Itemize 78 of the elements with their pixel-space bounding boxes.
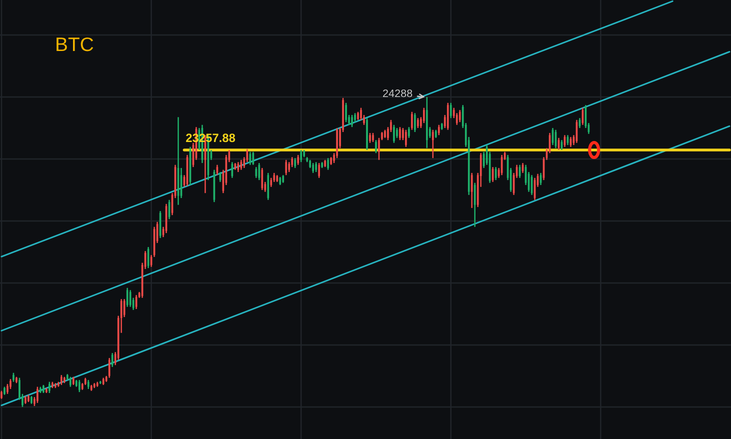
- candlestick: [494, 166, 497, 181]
- candlestick: [315, 161, 317, 173]
- annotation: 24288: [383, 89, 412, 98]
- candlestick: [474, 182, 476, 228]
- candlestick: [470, 172, 473, 209]
- candlestick: [438, 124, 440, 136]
- candlestick: [60, 374, 62, 386]
- candlestick: [345, 102, 347, 123]
- candlestick: [321, 161, 323, 169]
- candlestick: [52, 381, 54, 389]
- candlestick: [405, 129, 407, 148]
- candlestick: [297, 154, 300, 166]
- candlestick: [372, 132, 374, 143]
- candlestick: [42, 384, 44, 394]
- candlestick: [237, 161, 240, 173]
- candlestick: [48, 381, 50, 394]
- candlestick: [129, 289, 132, 308]
- candlestick: [312, 162, 314, 174]
- candlestick: [291, 156, 294, 168]
- candlestick: [399, 126, 401, 141]
- candlestick: [54, 382, 56, 389]
- candlestick: [408, 126, 410, 139]
- candlestick: [318, 162, 320, 179]
- chart-title: BTC: [56, 37, 94, 52]
- candlestick: [417, 117, 419, 129]
- candlestick: [393, 124, 395, 144]
- candlestick: [46, 387, 48, 394]
- candlestick: [330, 156, 332, 166]
- candlestick: [336, 127, 338, 159]
- candlestick: [366, 117, 368, 151]
- candlestick: [324, 159, 326, 168]
- candlestick: [414, 112, 416, 133]
- candlestick: [249, 151, 252, 166]
- candlestick: [28, 394, 30, 403]
- candlestick: [0, 390, 2, 400]
- candlestick: [492, 166, 494, 183]
- candlestick: [384, 129, 386, 139]
- candlestick: [126, 287, 128, 308]
- candlestick: [458, 109, 461, 123]
- candlestick: [456, 112, 458, 126]
- candlestick: [354, 112, 356, 123]
- candlestick: [285, 159, 288, 176]
- candlestick: [240, 159, 242, 170]
- candlestick: [351, 114, 353, 128]
- candlestick: [10, 378, 12, 390]
- candlestick: [288, 161, 290, 173]
- candlestick: [4, 386, 6, 396]
- candlestick: [375, 139, 377, 154]
- candlestick: [300, 149, 302, 163]
- candlestick: [309, 159, 312, 169]
- candlestick: [422, 107, 425, 124]
- candlestick: [357, 111, 359, 121]
- candlestick: [327, 157, 329, 170]
- candlestick: [446, 102, 449, 130]
- candlestick: [69, 376, 72, 388]
- candlestick: [36, 386, 38, 404]
- candlestick: [432, 129, 434, 159]
- candlestick: [267, 172, 270, 201]
- candlestick: [30, 395, 32, 404]
- candlestick: [396, 127, 398, 139]
- candlestick: [258, 162, 260, 181]
- candlestick: [108, 357, 110, 378]
- candlestick: [111, 352, 114, 368]
- candlestick: [294, 157, 296, 169]
- candlestick: [255, 166, 258, 179]
- candlestick: [261, 167, 264, 191]
- candlestick: [360, 107, 362, 121]
- candlestick: [369, 132, 371, 144]
- candlestick: [6, 383, 8, 395]
- candlestick: [16, 376, 18, 384]
- candlestick: [12, 372, 14, 382]
- candlestick: [252, 151, 254, 166]
- candlestick: [78, 379, 80, 393]
- candlestick: [450, 102, 452, 119]
- candlestick: [40, 386, 42, 394]
- candlestick: [24, 395, 26, 404]
- candlestick: [411, 111, 413, 130]
- candlestick: [378, 137, 380, 161]
